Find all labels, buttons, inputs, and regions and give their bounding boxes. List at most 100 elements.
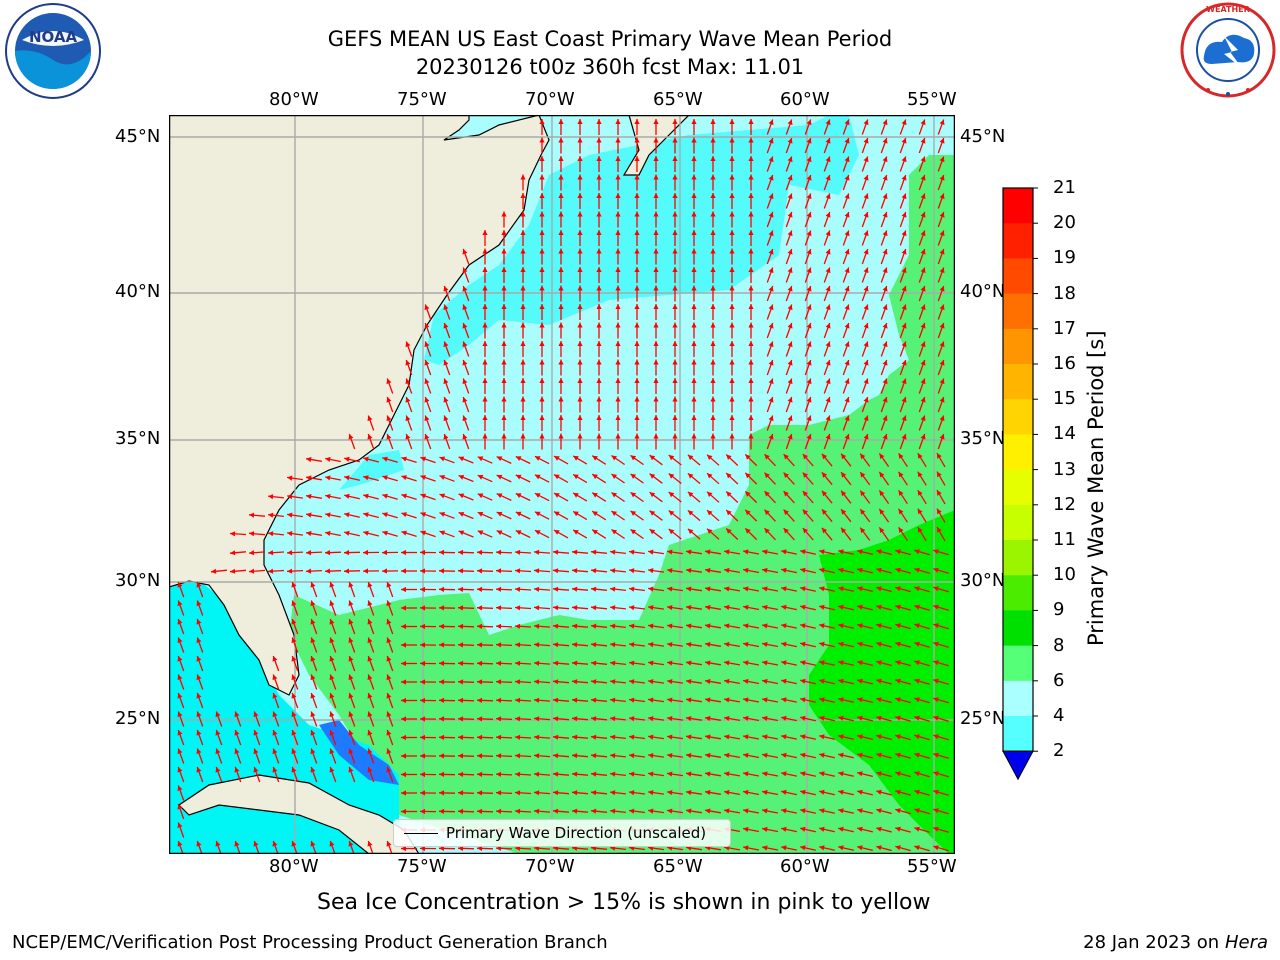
wave-arrow — [781, 715, 797, 722]
wave-arrow — [914, 789, 930, 796]
wave-arrow — [819, 715, 835, 722]
wave-arrow — [861, 341, 869, 357]
wave-arrow — [764, 527, 776, 541]
wave-arrow — [348, 655, 356, 672]
wave-arrow — [291, 655, 299, 672]
wave-arrow — [596, 174, 602, 191]
wave-arrow — [462, 322, 470, 339]
wave-arrow — [196, 692, 204, 709]
wave-arrow — [704, 789, 722, 796]
wave-arrow — [234, 748, 242, 764]
wave-arrow — [857, 604, 873, 611]
wave-arrow — [723, 808, 741, 814]
wave-arrow — [761, 604, 779, 611]
wave-arrow — [424, 341, 432, 357]
wave-arrow — [710, 359, 716, 376]
wave-arrow — [937, 415, 945, 431]
wave-arrow — [933, 771, 949, 778]
wave-arrow — [785, 285, 793, 302]
wave-arrow — [268, 512, 284, 518]
wave-arrow — [401, 586, 417, 593]
wave-arrow — [386, 618, 394, 635]
wave-arrow — [668, 472, 682, 485]
wave-arrow — [653, 396, 659, 413]
wave-arrow — [710, 341, 716, 357]
wave-arrow — [819, 697, 835, 703]
wave-arrow — [591, 455, 607, 465]
wave-arrow — [572, 529, 588, 539]
wave-arrow — [291, 637, 299, 653]
wave-arrow — [558, 119, 564, 135]
wave-arrow — [710, 248, 716, 265]
wave-arrow — [596, 433, 602, 450]
wave-arrow — [914, 715, 930, 722]
wave-arrow — [842, 341, 850, 357]
wave-arrow — [859, 508, 871, 523]
wave-arrow — [458, 511, 474, 520]
wave-arrow — [596, 304, 602, 320]
wave-arrow — [291, 618, 299, 635]
wave-arrow — [386, 581, 394, 598]
lat-label-left: 45°N — [115, 126, 161, 147]
wave-arrow — [515, 529, 531, 539]
wave-arrow — [419, 623, 437, 630]
wave-arrow — [667, 771, 683, 777]
wave-arrow — [438, 808, 456, 814]
wave-arrow — [439, 493, 455, 501]
wave-arrow — [744, 527, 758, 541]
land-cuba — [178, 774, 420, 854]
wave-arrow — [781, 826, 797, 833]
wave-arrow — [914, 623, 930, 630]
wave-arrow — [766, 193, 774, 209]
wave-arrow — [596, 193, 602, 209]
wave-arrow — [804, 378, 812, 394]
wave-arrow — [577, 396, 583, 413]
wave-arrow — [648, 753, 664, 759]
wave-arrow — [329, 581, 337, 598]
wave-arrow — [629, 586, 645, 592]
wave-arrow — [729, 193, 735, 209]
wave-arrow — [704, 586, 722, 592]
wave-arrow — [382, 530, 398, 537]
wave-arrow — [533, 586, 551, 592]
wave-arrow — [648, 734, 664, 740]
wave-arrow — [723, 641, 741, 648]
wave-arrow — [344, 475, 360, 481]
wave-arrow — [653, 304, 659, 320]
wave-arrow — [329, 748, 337, 764]
wave-arrow — [401, 568, 417, 574]
wave-arrow — [687, 454, 701, 466]
wave-arrow — [552, 605, 570, 611]
wave-arrow — [590, 642, 608, 648]
wave-arrow — [667, 605, 683, 611]
wave-arrow — [419, 771, 437, 778]
wave-arrow — [667, 753, 683, 759]
wave-arrow — [936, 526, 946, 542]
wave-arrow — [367, 766, 375, 783]
wave-arrow — [899, 119, 907, 135]
wave-arrow — [766, 322, 774, 339]
wave-arrow — [571, 605, 589, 611]
wave-arrow — [842, 230, 850, 246]
wave-arrow — [344, 530, 360, 537]
wave-arrow — [310, 711, 318, 727]
wave-arrow — [382, 475, 398, 482]
wave-arrow — [706, 454, 720, 466]
wave-arrow — [520, 211, 526, 228]
wave-arrow — [367, 415, 375, 431]
wave-arrow — [515, 492, 531, 502]
wave-arrow — [634, 211, 640, 228]
wave-arrow — [571, 790, 589, 796]
wave-arrow — [686, 679, 702, 685]
wave-arrow — [476, 808, 494, 814]
wave-arrow — [672, 322, 678, 339]
wave-arrow — [634, 156, 640, 172]
wave-arrow — [691, 193, 697, 209]
lat-label-right: 45°N — [960, 126, 1006, 147]
wave-arrow — [838, 604, 854, 611]
wave-arrow — [610, 679, 626, 685]
wave-arrow — [495, 568, 513, 574]
wave-arrow — [305, 568, 323, 574]
wave-arrow — [272, 711, 280, 727]
wave-arrow — [476, 753, 494, 759]
